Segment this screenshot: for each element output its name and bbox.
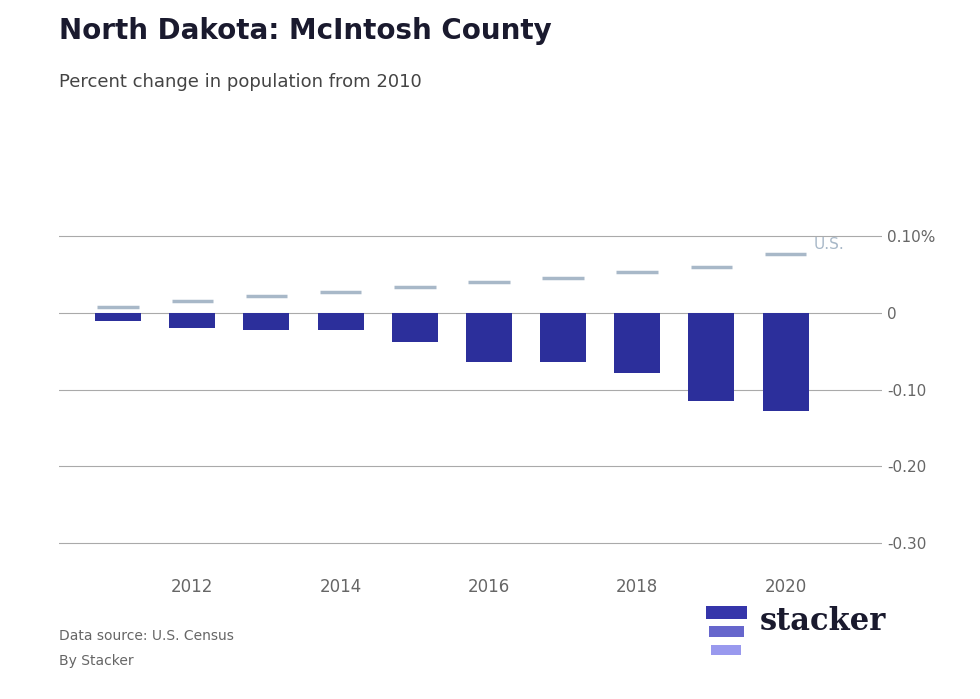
Text: U.S.: U.S.: [813, 237, 845, 252]
Text: By Stacker: By Stacker: [59, 654, 133, 668]
Bar: [540, 313, 586, 362]
Text: stacker: stacker: [760, 607, 886, 637]
Bar: [466, 313, 512, 362]
Bar: [170, 313, 216, 329]
Bar: [614, 313, 661, 373]
Bar: [318, 313, 364, 330]
Bar: [392, 313, 438, 342]
Text: Percent change in population from 2010: Percent change in population from 2010: [59, 73, 421, 92]
Text: Data source: U.S. Census: Data source: U.S. Census: [59, 629, 233, 643]
Bar: [243, 313, 289, 330]
Bar: [688, 313, 734, 401]
Bar: [762, 313, 808, 412]
Text: North Dakota: McIntosh County: North Dakota: McIntosh County: [59, 17, 552, 45]
Bar: [95, 313, 141, 321]
